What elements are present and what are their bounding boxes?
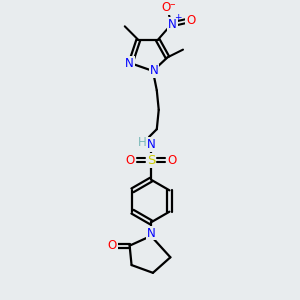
Text: O: O <box>162 2 171 14</box>
Text: O: O <box>168 154 177 167</box>
Text: N: N <box>147 138 155 151</box>
Text: +: + <box>174 13 182 22</box>
Text: S: S <box>147 154 155 167</box>
Text: O: O <box>186 14 195 27</box>
Text: O: O <box>107 239 117 252</box>
Text: N: N <box>125 57 134 70</box>
Text: N: N <box>149 64 158 77</box>
Text: –: – <box>169 0 175 9</box>
Text: O: O <box>125 154 134 167</box>
Text: H: H <box>138 136 147 149</box>
Text: N: N <box>168 18 177 31</box>
Text: N: N <box>147 226 155 239</box>
